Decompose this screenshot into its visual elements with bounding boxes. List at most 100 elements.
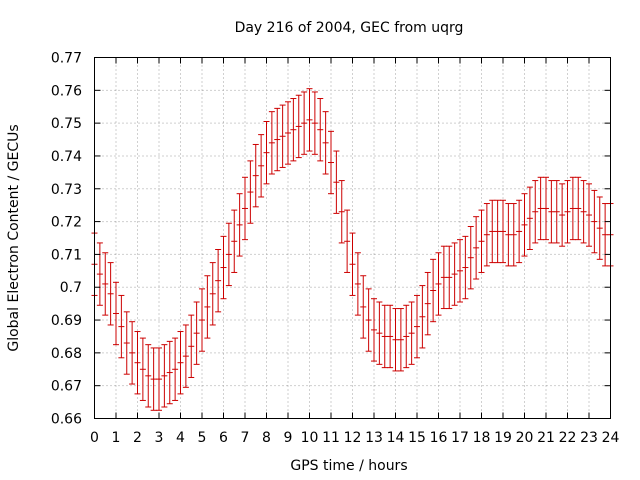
x-tick-label: 6 [219, 430, 228, 446]
data-point [161, 344, 168, 408]
data-point [236, 193, 243, 257]
data-point [548, 180, 555, 244]
data-point [258, 134, 265, 198]
data-point [371, 298, 377, 362]
data-point [354, 252, 361, 316]
y-tick-label: 0.76 [51, 83, 82, 99]
y-tick-label: 0.69 [51, 313, 82, 329]
data-point [392, 308, 399, 372]
y-tick-label: 0.71 [51, 247, 82, 263]
data-point [424, 271, 431, 336]
y-tick-label: 0.73 [51, 182, 82, 198]
data-point [580, 180, 587, 244]
x-tick-label: 18 [473, 430, 491, 446]
axis-ticks [94, 57, 611, 419]
data-point [193, 301, 200, 365]
data-point [381, 304, 388, 369]
data-point [306, 88, 313, 152]
data-point [419, 285, 426, 349]
data-point [252, 143, 259, 208]
data-point [451, 242, 458, 306]
y-tick-label: 0.67 [51, 379, 82, 395]
data-point [220, 235, 227, 300]
x-tick-label: 17 [451, 430, 469, 446]
x-tick-labels: 0 1 2 3 4 5 6 7 8 9 10 11 12 13 14 15 16 17 18 19 20 21 22 23 24 [90, 430, 619, 446]
data-point [204, 275, 211, 339]
data-point [344, 209, 351, 273]
data-point [301, 91, 308, 155]
x-tick-label: 5 [198, 430, 207, 446]
data-point [387, 304, 394, 369]
x-tick-label: 22 [559, 430, 577, 446]
x-tick-label: 7 [241, 430, 250, 446]
data-point [285, 101, 291, 165]
data-point [123, 311, 130, 375]
data-point [478, 209, 485, 273]
data-point [591, 189, 598, 254]
x-tick-label: 16 [430, 430, 448, 446]
data-point [360, 275, 367, 339]
y-tick-label: 0.72 [51, 215, 82, 231]
data-point [526, 186, 533, 250]
data-point [279, 104, 286, 168]
data-point [231, 209, 238, 273]
data-point [532, 180, 539, 244]
x-tick-label: 11 [322, 430, 340, 446]
data-point [553, 180, 560, 244]
data-point [537, 176, 544, 241]
x-tick-label: 2 [133, 430, 142, 446]
x-tick-label: 10 [301, 430, 319, 446]
data-point [483, 203, 490, 267]
data-point [365, 288, 372, 352]
data-point [156, 347, 162, 411]
data-point [510, 203, 517, 267]
data-point [516, 199, 523, 264]
data-point [274, 107, 281, 172]
data-point [575, 176, 582, 241]
x-tick-label: 12 [344, 430, 362, 446]
data-point [349, 232, 356, 296]
y-tick-label: 0.7 [60, 280, 82, 296]
data-point [338, 180, 345, 244]
chart-title: Day 216 of 2004, GEC from uqrg [235, 20, 464, 36]
data-point [247, 160, 254, 224]
data-point [559, 183, 566, 247]
data-point [489, 199, 496, 264]
data-point [145, 344, 152, 408]
data-point [408, 301, 415, 365]
data-point [596, 196, 603, 260]
y-tick-label: 0.68 [51, 346, 82, 362]
y-axis-label: Global Electron Content / GECUs [6, 124, 22, 351]
data-point [435, 252, 442, 316]
x-tick-label: 19 [494, 430, 512, 446]
data-point [414, 294, 420, 359]
data-point [139, 337, 146, 401]
data-point [500, 199, 506, 264]
x-tick-label: 21 [537, 430, 555, 446]
y-tick-label: 0.74 [51, 149, 82, 165]
data-point [209, 262, 216, 326]
x-tick-label: 13 [365, 430, 383, 446]
data-point [446, 245, 453, 310]
x-tick-label: 23 [580, 430, 598, 446]
data-point [263, 120, 270, 185]
data-point [242, 176, 248, 241]
x-axis-label: GPS time / hours [290, 458, 407, 474]
data-point [134, 331, 141, 395]
error-bars [91, 88, 614, 411]
data-point [521, 193, 528, 257]
data-point [397, 308, 404, 372]
x-tick-label: 0 [90, 430, 99, 446]
data-point [322, 111, 329, 175]
data-point [473, 216, 480, 280]
data-point [333, 150, 340, 214]
data-point [215, 248, 222, 313]
data-point [317, 98, 324, 162]
data-point [166, 340, 173, 405]
x-tick-label: 8 [262, 430, 271, 446]
data-point [311, 91, 318, 155]
x-tick-label: 20 [516, 430, 534, 446]
data-point [403, 304, 410, 369]
data-point [225, 222, 232, 287]
